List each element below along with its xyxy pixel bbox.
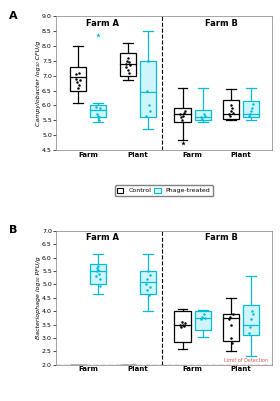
Text: Farm B: Farm B	[205, 233, 238, 243]
Bar	[243, 304, 259, 335]
Text: A: A	[9, 11, 17, 21]
Bar	[243, 101, 259, 117]
Bar	[174, 311, 191, 342]
Text: Farm A: Farm A	[86, 19, 119, 28]
Text: Farm A: Farm A	[86, 233, 119, 243]
Y-axis label: Campylobacter log₁₀ CFU/g: Campylobacter log₁₀ CFU/g	[36, 41, 41, 126]
Bar	[195, 311, 211, 330]
Bar	[90, 105, 106, 117]
Text: Farm B: Farm B	[205, 19, 238, 28]
Bar	[174, 109, 191, 122]
Text: B: B	[9, 225, 17, 235]
Bar	[223, 314, 239, 341]
Bar	[70, 67, 86, 91]
Legend: Control, Phage-treated: Control, Phage-treated	[115, 185, 213, 196]
Bar	[90, 264, 106, 284]
Bar	[223, 99, 239, 119]
Y-axis label: Bacteriophage log₁₀ PFU/g: Bacteriophage log₁₀ PFU/g	[36, 257, 41, 339]
Bar	[140, 61, 156, 117]
Text: Limit of Detection: Limit of Detection	[225, 358, 269, 363]
Bar	[195, 110, 211, 120]
Bar	[120, 53, 136, 76]
Bar	[140, 271, 156, 294]
